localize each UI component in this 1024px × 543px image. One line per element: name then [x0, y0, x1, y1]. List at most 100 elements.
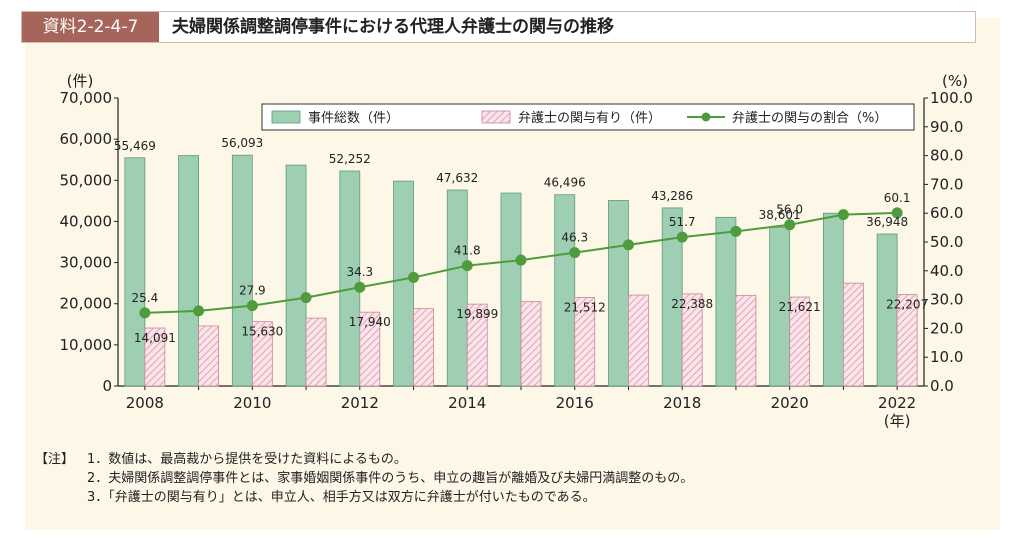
bar-lawyer-involved: [144, 327, 166, 387]
point-lawyer-rate: [784, 219, 796, 231]
label-lawyer-involved: 21,512: [564, 300, 606, 314]
label-lawyer-involved: 15,630: [241, 325, 283, 339]
bar-total-cases: [393, 180, 414, 387]
notes-head: 【注】: [35, 452, 75, 467]
legend-swatch-rate-dot: [701, 112, 711, 122]
chart-legend: 事件総数（件） 弁護士の関与有り（件） 弁護士の関与の割合（%）: [261, 103, 915, 131]
bar-total-cases: [124, 157, 146, 387]
legend-swatch-total: [271, 110, 301, 124]
x-unit: (年): [884, 412, 911, 430]
bar-total-cases: [608, 200, 629, 387]
legend-swatch-lawyer: [481, 110, 511, 124]
bar-total-cases: [823, 212, 844, 387]
y-right-tick-label: 100.0: [930, 89, 973, 107]
bar-lawyer-involved: [681, 293, 703, 387]
bar-lawyer-involved: [359, 311, 381, 387]
label-lawyer-rate: 41.8: [454, 244, 481, 258]
y-right-tick-label: 80.0: [930, 147, 963, 165]
x-tick-label: 2016: [556, 394, 594, 412]
x-tick-label: 2020: [771, 394, 809, 412]
label-lawyer-rate: 27.9: [239, 284, 266, 298]
figure-title-bar: 資料2-2-4-7 夫婦関係調整調停事件における代理人弁護士の関与の推移: [21, 11, 976, 43]
bar-lawyer-involved: [198, 325, 220, 387]
bar-lawyer-involved: [520, 301, 542, 387]
label-total-cases: 36,948: [866, 215, 908, 229]
legend-label-lawyer: 弁護士の関与有り（件）: [518, 110, 661, 126]
label-total-cases: 56,093: [221, 136, 263, 150]
y-left-tick-label: 60,000: [60, 130, 113, 148]
label-lawyer-involved: 14,091: [134, 331, 176, 345]
y-left-tick-label: 30,000: [60, 254, 113, 272]
y-right-tick-label: 20.0: [930, 319, 963, 337]
point-lawyer-rate: [622, 239, 634, 251]
notes-block: 【注】 1．数値は、最高裁から提供を受けた資料によるもの。 2．夫婦関係調整調停事…: [35, 450, 693, 507]
label-lawyer-rate: 56.0: [776, 203, 803, 217]
figure-title: 夫婦関係調整調停事件における代理人弁護士の関与の推移: [172, 17, 614, 37]
y-right-tick-label: 70.0: [930, 175, 963, 193]
y-right-tick-label: 0.0: [930, 377, 954, 395]
bar-lawyer-involved: [305, 317, 327, 387]
bar-lawyer-involved: [789, 296, 811, 387]
legend-box: [261, 103, 915, 131]
bar-lawyer-involved: [735, 295, 757, 387]
bar-lawyer-involved: [843, 282, 864, 387]
label-lawyer-rate: 46.3: [561, 231, 588, 245]
bar-total-cases: [285, 164, 307, 387]
y-right-tick-label: 10.0: [930, 348, 963, 366]
y-right-tick-label: 60.0: [930, 204, 963, 222]
label-total-cases: 38,601: [759, 208, 801, 222]
note-item-1: 1．数値は、最高裁から提供を受けた資料によるもの。: [87, 452, 407, 467]
legend-label-rate: 弁護士の関与の割合（%）: [732, 110, 887, 126]
y-left-tick-label: 20,000: [60, 295, 113, 313]
legend-label-total: 事件総数（件）: [308, 111, 399, 126]
x-tick-label: 2010: [233, 394, 271, 412]
y-right-tick-label: 90.0: [930, 118, 963, 136]
point-lawyer-rate: [730, 225, 742, 237]
figure-number-tag: 資料2-2-4-7: [22, 12, 159, 42]
y-left-tick-label: 50,000: [60, 171, 113, 189]
y-left-unit: (件): [67, 72, 94, 90]
label-lawyer-involved: 22,388: [671, 297, 713, 311]
label-total-cases: 47,632: [436, 171, 478, 185]
label-lawyer-rate: 60.1: [884, 191, 911, 205]
x-tick-label: 2022: [878, 394, 916, 412]
label-lawyer-involved: 22,207: [886, 298, 928, 312]
label-lawyer-involved: 17,940: [349, 315, 391, 329]
point-lawyer-rate: [246, 300, 258, 312]
point-lawyer-rate: [139, 307, 151, 319]
bar-total-cases: [231, 154, 253, 387]
y-right-tick-label: 50.0: [930, 233, 963, 251]
x-tick-label: 2014: [448, 394, 486, 412]
label-lawyer-involved: 19,899: [456, 307, 498, 321]
label-lawyer-rate: 51.7: [669, 215, 696, 229]
bar-lawyer-involved: [896, 294, 918, 387]
label-lawyer-rate: 25.4: [132, 291, 159, 305]
point-lawyer-rate: [300, 292, 312, 304]
label-total-cases: 43,286: [651, 189, 693, 203]
x-tick-label: 2012: [341, 394, 379, 412]
point-lawyer-rate: [515, 254, 527, 266]
bar-total-cases: [500, 192, 522, 387]
y-right-tick-label: 30.0: [930, 291, 963, 309]
label-total-cases: 46,496: [544, 176, 586, 190]
point-lawyer-rate: [408, 271, 420, 283]
x-tick-label: 2008: [126, 394, 164, 412]
y-left-tick-label: 0: [102, 377, 112, 395]
note-item-3: 3．「弁護士の関与有り」とは、申立人、相手方又は双方に弁護士が付いたものである。: [87, 490, 596, 505]
point-lawyer-rate: [837, 209, 849, 221]
bar-lawyer-involved: [466, 303, 488, 387]
bar-total-cases: [446, 189, 468, 387]
bar-lawyer-involved: [574, 297, 596, 387]
point-lawyer-rate: [676, 231, 688, 243]
bar-total-cases: [554, 194, 576, 387]
note-item-2: 2．夫婦関係調整調停事件とは、家事婚姻関係事件のうち、申立の趣旨が離婚及び夫婦円…: [87, 471, 694, 486]
point-lawyer-rate: [193, 305, 205, 317]
y-right-tick-label: 40.0: [930, 262, 963, 280]
y-left-tick-label: 40,000: [60, 212, 113, 230]
label-lawyer-rate: 34.3: [346, 265, 373, 279]
bar-lawyer-involved: [413, 308, 434, 387]
bar-total-cases: [178, 155, 200, 387]
point-lawyer-rate: [891, 207, 903, 219]
x-tick-label: 2018: [663, 394, 701, 412]
